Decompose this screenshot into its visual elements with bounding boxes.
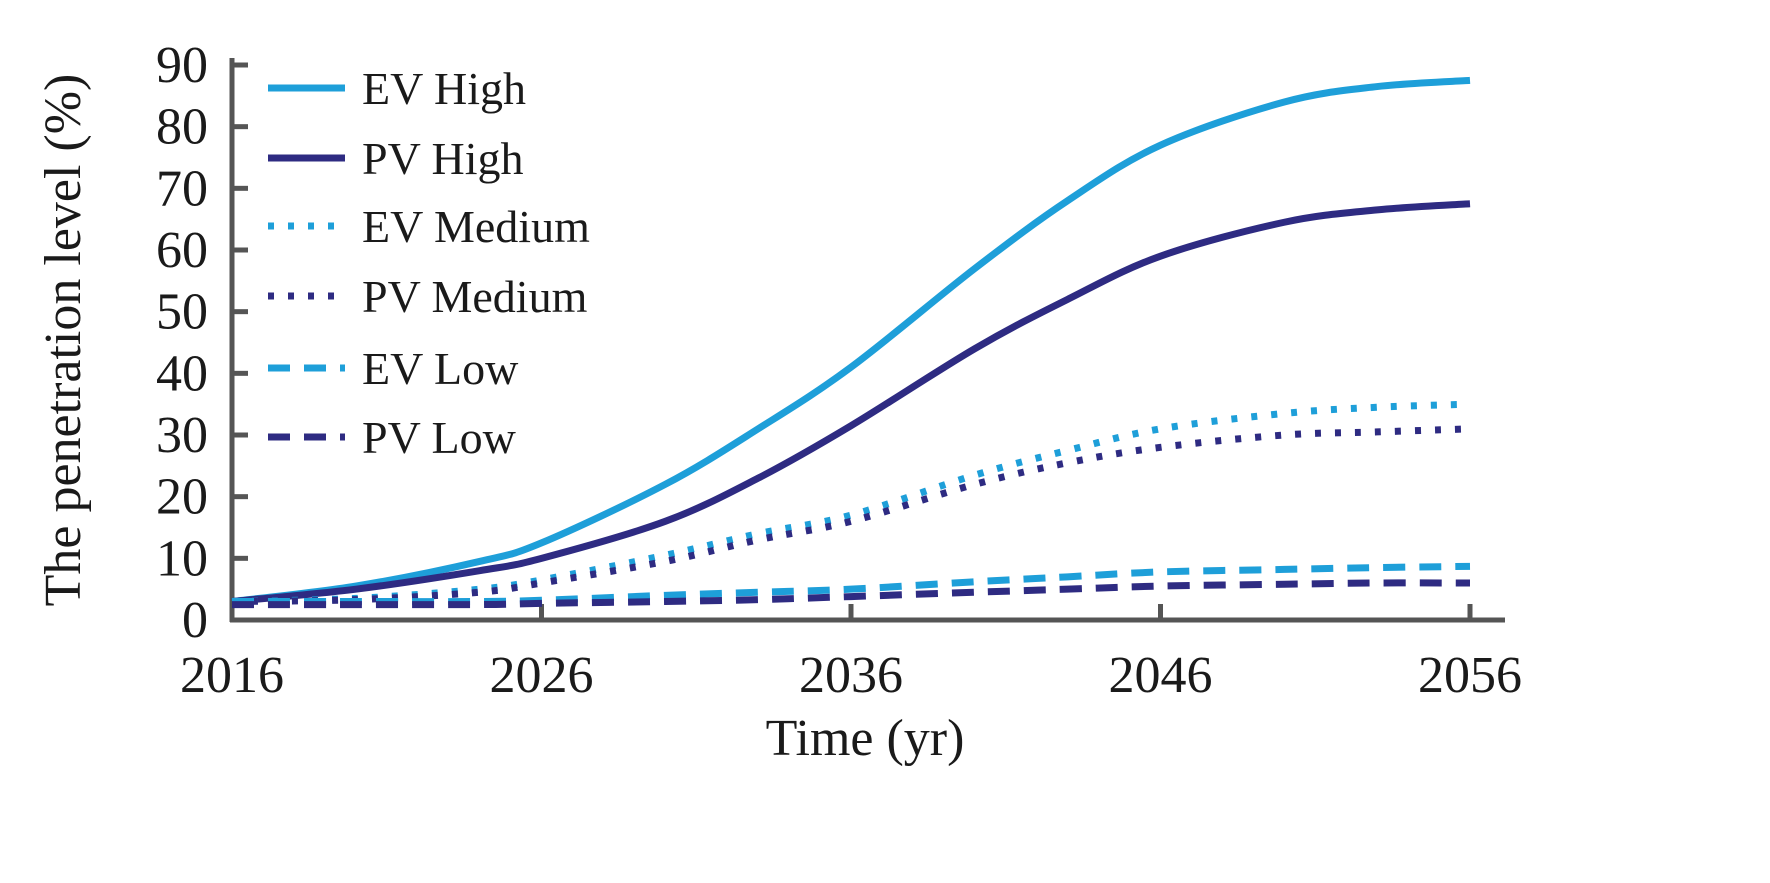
y-tick-label: 10 — [156, 530, 208, 587]
legend-label-pv-low: PV Low — [362, 412, 517, 463]
x-tick-label: 2056 — [1418, 647, 1522, 704]
series-line-pv-high — [231, 200, 1471, 605]
x-tick-label: 2016 — [180, 647, 284, 704]
x-tick-label: 2026 — [490, 647, 594, 704]
legend-label-ev-high: EV High — [362, 63, 526, 114]
x-tick-label: 2046 — [1109, 647, 1213, 704]
y-tick-label: 0 — [182, 592, 208, 649]
legend-label-ev-medium: EV Medium — [362, 201, 590, 252]
series-line-ev-high — [231, 76, 1471, 605]
y-tick-label: 20 — [156, 469, 208, 526]
axes — [229, 58, 1505, 623]
legend-label-pv-high: PV High — [362, 133, 523, 184]
legend-label-ev-low: EV Low — [362, 343, 519, 394]
x-axis-title: Time (yr) — [766, 710, 965, 767]
y-tick-label: 70 — [156, 160, 208, 217]
y-tick-label: 90 — [156, 37, 208, 94]
y-tick-label: 60 — [156, 222, 208, 279]
y-tick-label: 50 — [156, 284, 208, 341]
y-axis-title: The penetration level (%) — [35, 74, 92, 607]
y-tick-label: 40 — [156, 345, 208, 402]
series-line-pv-low — [232, 579, 1471, 609]
series-line-pv-medium — [231, 425, 1471, 605]
y-tick-label: 80 — [156, 99, 208, 156]
y-tick-label: 30 — [156, 407, 208, 464]
legend-label-pv-medium: PV Medium — [362, 271, 588, 322]
x-tick-label: 2036 — [799, 647, 903, 704]
